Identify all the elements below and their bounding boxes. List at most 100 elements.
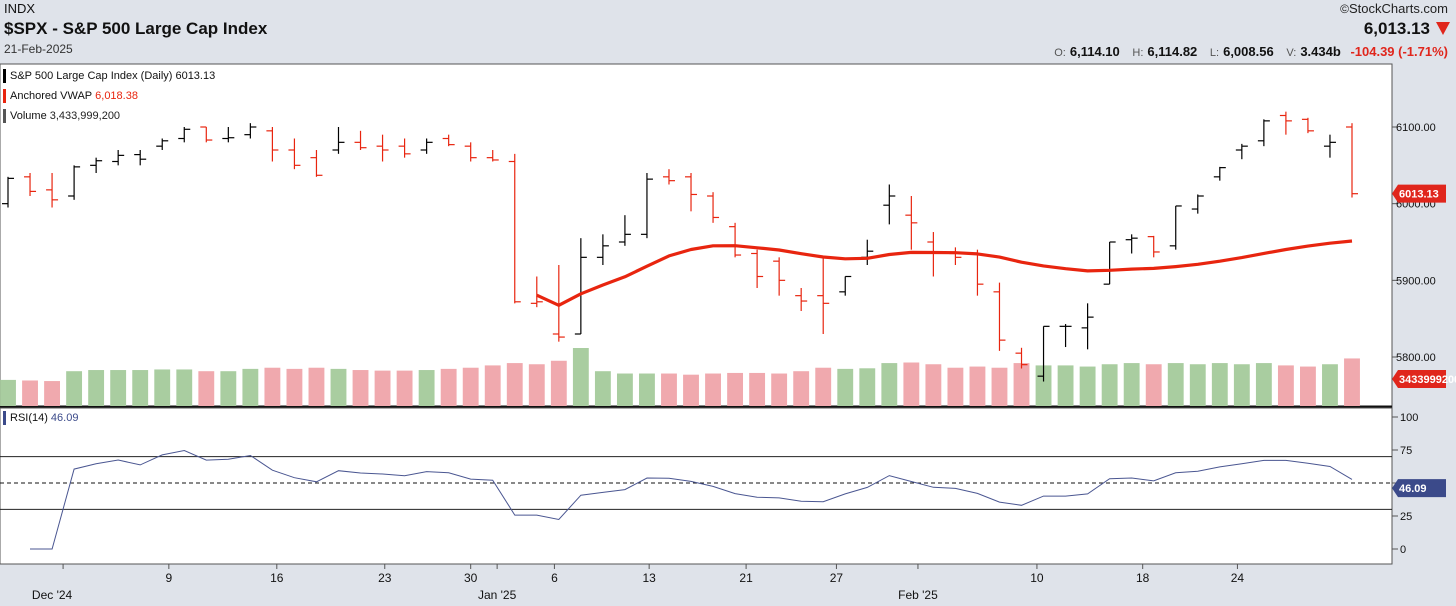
ohlc-bar — [1147, 235, 1160, 258]
volume-bar — [66, 371, 83, 406]
ohlc-bar — [1103, 241, 1116, 285]
ohlc-bar — [1125, 234, 1138, 254]
x-tick-label: 30 — [464, 571, 478, 585]
ohlc-bar — [685, 173, 698, 212]
axis-labels: 5800.005900.006000.006100.00025507510091… — [32, 122, 1436, 602]
volume-tag-bg — [1392, 370, 1446, 388]
x-tick-label: 24 — [1231, 571, 1245, 585]
volume-bar — [837, 368, 854, 406]
legend-rsi-swatch — [3, 411, 6, 425]
volume-bar — [528, 364, 545, 406]
volume-bar — [506, 363, 523, 406]
volume-bar — [110, 370, 127, 406]
volume-bar — [396, 370, 413, 406]
month-label: Feb '25 — [898, 588, 938, 602]
legend-rsi: RSI(14) 46.09 — [3, 409, 82, 427]
legend-vwap-swatch — [3, 89, 6, 103]
volume-bar — [1277, 365, 1294, 406]
price-panel — [0, 63, 1393, 408]
rsi-tick-label: 0 — [1400, 544, 1406, 556]
ohlc-bar — [817, 257, 830, 334]
ohlc-bar — [1323, 134, 1336, 158]
volume-bar — [969, 366, 986, 406]
volume-bar — [132, 370, 149, 406]
volume-value: 3.434b — [1300, 44, 1341, 59]
brand-text: StockCharts.com — [1349, 1, 1448, 16]
copyright-icon: © — [1340, 2, 1350, 16]
volume-bar — [484, 365, 501, 406]
ohlc-bar — [222, 127, 235, 143]
ohlc-bar — [618, 215, 631, 246]
volume-bar — [1079, 366, 1096, 406]
price-tick-label: 6100.00 — [1396, 122, 1436, 134]
ohlc-bars — [2, 111, 1358, 382]
volume-bar — [330, 368, 347, 406]
ohlc-bar — [486, 150, 499, 162]
volume-bar — [1300, 366, 1316, 406]
ohlc-bar — [596, 234, 609, 265]
volume-bar — [88, 370, 105, 406]
volume-bar — [374, 370, 391, 406]
ohlc-bar — [1015, 347, 1028, 369]
open-value: 6,114.10 — [1069, 44, 1120, 59]
month-label: Dec '24 — [32, 588, 73, 602]
volume-bar — [1101, 364, 1118, 406]
ohlc-bar — [508, 153, 521, 304]
ohlc-bar — [420, 138, 433, 154]
ohlc-bar — [640, 173, 653, 239]
x-tick-label: 10 — [1030, 571, 1044, 585]
ohlc-bar — [2, 176, 14, 208]
ohlc-bar — [332, 127, 345, 154]
ohlc-bar — [24, 173, 37, 196]
volume-bar — [264, 367, 281, 406]
ohlc-bar — [398, 138, 411, 158]
legend-vwap: Anchored VWAP 6,018.38 — [3, 87, 141, 105]
open-label: O: — [1054, 47, 1066, 59]
volume-bar — [991, 367, 1008, 406]
ohlc-bar — [883, 184, 896, 225]
rsi-tag: 46.09 — [1399, 483, 1427, 495]
exchange-label: INDX — [4, 1, 36, 16]
ohlc-bar — [1213, 166, 1226, 181]
ohlc-bar — [288, 138, 301, 170]
ohlc-bar — [773, 257, 786, 296]
ohlc-bar — [244, 123, 257, 139]
volume-bar — [1211, 363, 1228, 406]
volume-bar — [1145, 364, 1162, 406]
ohlc-bar — [376, 134, 389, 162]
volume-bar — [947, 367, 964, 406]
ohlc-bar — [1346, 123, 1358, 198]
volume-bar — [1057, 365, 1074, 406]
rsi-line — [30, 449, 1353, 550]
ohlc-bar — [1037, 325, 1050, 382]
volume-bar — [727, 372, 744, 406]
ohlc-bar — [905, 196, 918, 250]
volume-bar — [815, 367, 832, 406]
rsi-tick-label: 75 — [1400, 445, 1412, 457]
ohlc-bar — [662, 169, 675, 185]
x-tick-label: 6 — [551, 571, 558, 585]
legend-price: S&P 500 Large Cap Index (Daily) 6013.13 — [3, 67, 219, 85]
volume-bar — [903, 362, 920, 406]
legend-price-value: 6013.13 — [175, 70, 216, 82]
volume-bar — [1189, 364, 1206, 406]
ohlc-bar — [751, 249, 764, 288]
legend-price-swatch — [3, 69, 6, 83]
price-tick-label: 5800.00 — [1396, 352, 1436, 364]
volume-bar — [793, 371, 810, 406]
ohlc-bar — [1279, 111, 1292, 135]
ohlc-bar — [1257, 119, 1270, 147]
volume-bar — [154, 369, 171, 406]
low-label: L: — [1209, 47, 1220, 59]
ohlc-bar — [1191, 194, 1204, 214]
brand-logo[interactable]: ©StockCharts.com — [1340, 1, 1448, 16]
high-label: H: — [1132, 47, 1144, 59]
ohlc-bar — [1169, 205, 1182, 250]
x-tick-label: 27 — [830, 571, 844, 585]
legend-vwap-value: 6,018.38 — [95, 90, 138, 102]
volume-bar — [859, 368, 876, 406]
volume-bar — [683, 374, 699, 406]
ohlc-bar — [795, 288, 808, 311]
ohlc-bar — [442, 134, 455, 147]
